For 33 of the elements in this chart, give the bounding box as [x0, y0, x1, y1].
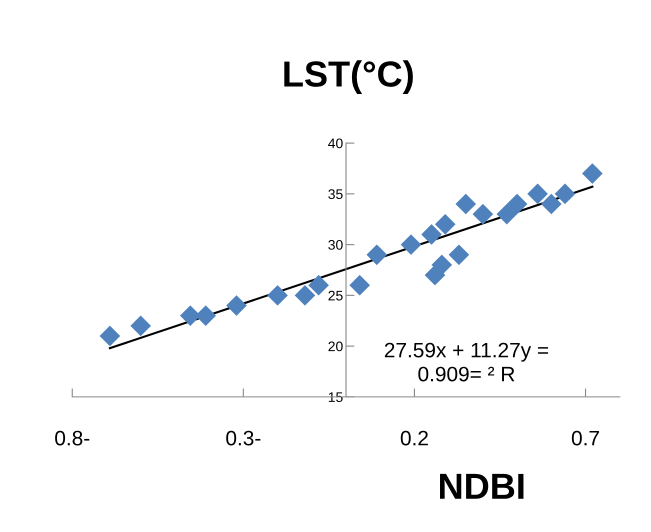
point: [472, 204, 494, 224]
y-tick-label: 40: [328, 138, 343, 148]
point: [448, 244, 470, 266]
y-tick-label: 30: [328, 240, 343, 250]
point: [554, 184, 576, 204]
point: [582, 163, 603, 184]
point: [100, 326, 120, 346]
x-tick-label: 0.2: [400, 430, 428, 446]
point: [349, 274, 370, 296]
chart-title: LST(°C): [284, 60, 413, 94]
point: [294, 285, 316, 306]
point: [130, 316, 151, 336]
annotation: 27.59x + 11.27y = 0.909= ² R: [384, 342, 548, 382]
x-tick-label: 0.3-: [226, 430, 260, 446]
y-tick-label: 20: [328, 341, 343, 352]
x-tick-label: 0.7: [572, 430, 599, 446]
point: [527, 184, 548, 204]
x-axis-title: NDBI: [440, 474, 524, 499]
point: [496, 204, 518, 224]
point: [506, 194, 528, 214]
x-tick-label: 0.8-: [55, 430, 90, 446]
point: [366, 244, 388, 266]
point: [455, 194, 476, 214]
point: [434, 214, 456, 235]
y-tick-label: 35: [328, 189, 343, 200]
point: [308, 274, 329, 296]
y-tick-label: 25: [328, 290, 343, 301]
point: [541, 194, 562, 214]
point: [267, 285, 288, 306]
point: [421, 224, 442, 245]
point: [226, 295, 247, 316]
point: [400, 234, 422, 255]
point: [432, 254, 452, 276]
